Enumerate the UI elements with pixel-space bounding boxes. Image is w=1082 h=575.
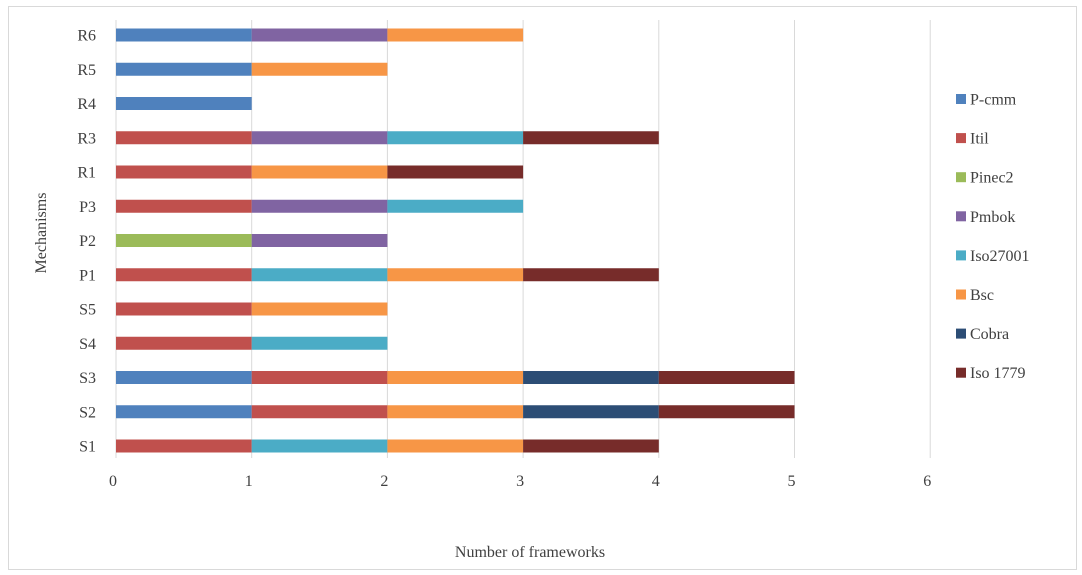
legend-label: Iso27001	[970, 248, 1030, 265]
legend-label: Itil	[970, 131, 989, 148]
bar-segment	[251, 302, 388, 316]
x-axis-ticks: 0 1 2 3 4 5 6	[109, 473, 931, 490]
bar-segment	[251, 165, 388, 179]
bar-segment	[116, 62, 252, 76]
x-tick-label: 3	[516, 473, 524, 490]
legend-swatch	[956, 367, 966, 378]
bar-segment	[251, 405, 388, 419]
legend-swatch	[956, 133, 966, 144]
bar-segment	[116, 165, 252, 179]
bar-segment	[523, 268, 659, 282]
legend-swatch	[956, 289, 966, 300]
legend-swatch	[956, 172, 966, 183]
bar-segment	[116, 131, 252, 145]
bar-segment	[116, 234, 252, 247]
y-tick-label: S1	[79, 439, 96, 456]
y-tick-label: R4	[77, 96, 96, 113]
bar-segment	[116, 302, 252, 316]
y-tick-label: S2	[79, 404, 96, 421]
bar-segment	[251, 371, 388, 384]
legend-label: Bsc	[970, 287, 994, 304]
bar-segment	[658, 405, 795, 419]
bar-segment	[116, 405, 252, 419]
bar-segment	[387, 405, 524, 419]
y-tick-label: S5	[79, 302, 96, 319]
bar-segment	[387, 371, 524, 384]
x-tick-label: 1	[245, 473, 253, 490]
x-tick-label: 5	[788, 473, 796, 490]
bar-segment	[251, 439, 388, 453]
y-tick-label: R3	[77, 130, 96, 147]
legend-swatch	[956, 211, 966, 222]
bar-segment	[387, 28, 524, 42]
bar-segment	[116, 268, 252, 282]
y-tick-label: S3	[79, 370, 96, 387]
bar-segment	[523, 439, 659, 453]
bar-segment	[251, 131, 388, 145]
bar-segment	[116, 199, 252, 213]
bar-segment	[116, 439, 252, 453]
bar-segment	[116, 28, 252, 42]
x-tick-label: 6	[923, 473, 931, 490]
bar-segment	[523, 405, 659, 419]
bar-segment	[251, 234, 388, 247]
bars	[116, 28, 795, 453]
bar-segment	[387, 268, 524, 282]
y-tick-label: S4	[79, 336, 96, 353]
y-tick-label: R5	[77, 62, 96, 79]
x-tick-label: 2	[380, 473, 388, 490]
bar-segment	[251, 199, 388, 213]
legend: P-cmm Itil Pinec2 Pmbok Iso27001 Bsc Cobra Iso …	[956, 92, 1030, 382]
bar-segment	[387, 199, 524, 213]
bar-segment	[387, 165, 524, 179]
bar-segment	[251, 268, 388, 282]
bar-segment	[523, 131, 659, 145]
bar-segment	[387, 439, 524, 453]
y-tick-label: P3	[79, 199, 96, 216]
y-axis-ticks: S1 S2 S3 S4 S5 P1 P2 P3 R1 R3 R4 R5 R6	[77, 28, 96, 456]
bar-segment	[251, 62, 388, 76]
legend-label: Iso 1779	[970, 365, 1026, 382]
y-axis-title: Mechanisms	[33, 193, 50, 274]
gridlines	[115, 20, 931, 458]
bar-segment	[251, 28, 388, 42]
bar-segment	[523, 371, 659, 384]
y-tick-label: P2	[79, 233, 96, 250]
legend-swatch	[956, 328, 966, 339]
bar-segment	[116, 97, 252, 110]
bar-segment	[116, 336, 252, 350]
legend-label: Cobra	[970, 326, 1009, 343]
x-tick-label: 4	[652, 473, 660, 490]
legend-swatch	[956, 94, 966, 104]
bar-segment	[251, 336, 388, 350]
legend-swatch	[956, 250, 966, 261]
y-tick-label: P1	[79, 267, 96, 284]
x-axis-title: Number of frameworks	[455, 544, 605, 561]
y-tick-label: R1	[77, 165, 96, 182]
y-tick-label: R6	[77, 28, 96, 45]
legend-label: P-cmm	[970, 92, 1017, 109]
x-tick-label: 0	[109, 473, 117, 490]
bar-segment	[387, 131, 524, 145]
bar-segment	[116, 371, 252, 384]
legend-label: Pinec2	[970, 170, 1014, 187]
legend-label: Pmbok	[970, 209, 1015, 226]
bar-segment	[658, 371, 795, 384]
